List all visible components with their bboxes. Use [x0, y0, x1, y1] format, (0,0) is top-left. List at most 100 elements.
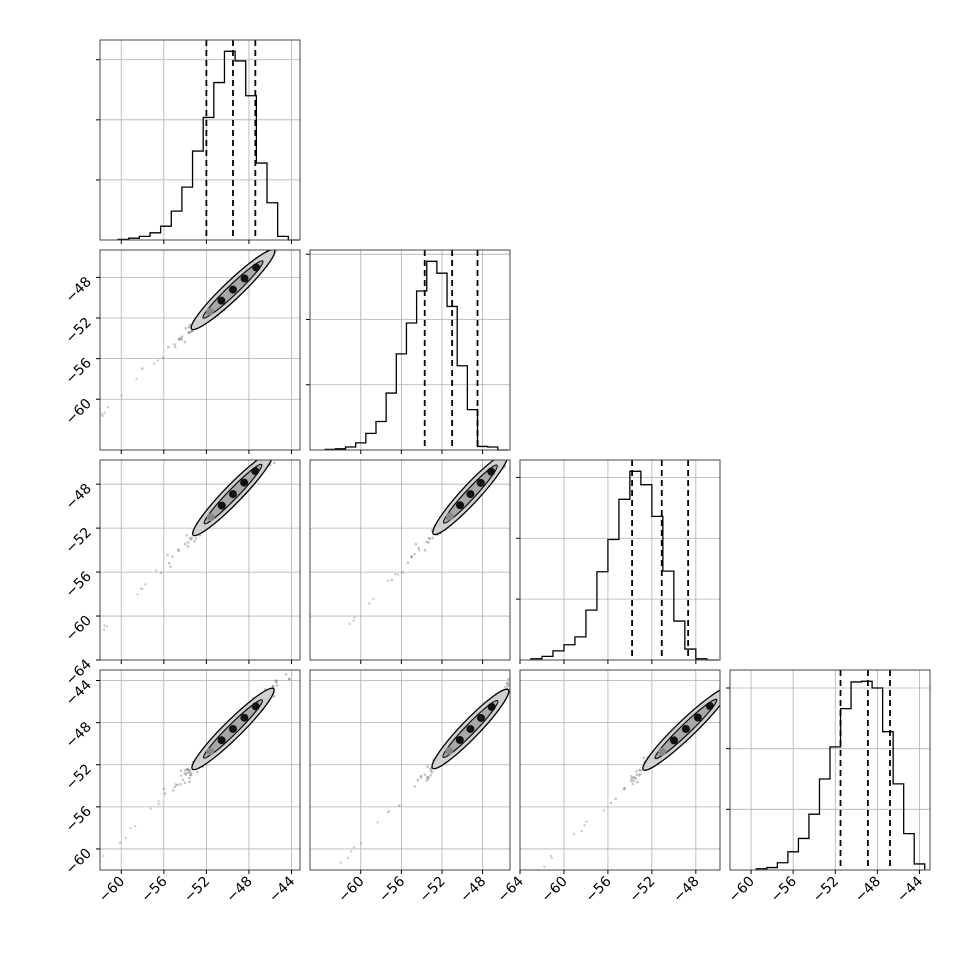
y-tick-label: −56	[63, 355, 95, 387]
scatter-point	[188, 768, 192, 772]
scatter-point	[180, 335, 184, 339]
scatter-point	[185, 768, 189, 771]
scatter-point	[504, 685, 507, 689]
scatter-point	[179, 337, 182, 340]
scatter-point	[161, 356, 165, 360]
density-dot	[228, 490, 237, 499]
density-dot	[477, 713, 486, 722]
y-tick-label: −56	[63, 803, 95, 835]
scatter-layer	[100, 210, 317, 418]
scatter-point	[386, 810, 390, 814]
panel-frame	[99, 39, 301, 241]
scatter-point	[186, 771, 189, 775]
scatter-layer	[102, 411, 317, 631]
scatter-point	[390, 578, 394, 582]
panel-frame	[309, 459, 511, 661]
scatter-point	[583, 824, 586, 827]
scatter-point	[273, 454, 276, 457]
scatter-point	[524, 433, 527, 436]
scatter-point	[188, 770, 191, 774]
scatter-point	[550, 854, 553, 857]
scatter-point	[275, 680, 278, 684]
scatter-point	[265, 455, 268, 458]
scatter-point	[189, 773, 193, 777]
panel-0-0	[96, 39, 301, 244]
scatter-point	[542, 419, 545, 422]
scatter-point	[737, 682, 740, 685]
scatter-point	[314, 210, 317, 213]
scatter-point	[149, 807, 153, 810]
scatter-point	[505, 681, 509, 685]
panel-frame	[729, 669, 931, 871]
density-dot	[466, 724, 475, 733]
scatter-point	[724, 689, 727, 692]
scatter-point	[623, 787, 626, 790]
y-tick-label: −60	[63, 396, 95, 428]
scatter-point	[429, 769, 433, 773]
scatter-point	[193, 539, 196, 543]
scatter-point	[427, 776, 430, 779]
panel-2-1	[309, 419, 545, 664]
scatter-point	[419, 776, 423, 779]
scatter-point	[512, 685, 515, 688]
scatter-point	[176, 783, 179, 787]
scatter-point	[190, 329, 194, 333]
scatter-point	[275, 684, 279, 687]
scatter-point	[387, 579, 390, 583]
x-tick-label: −64	[495, 873, 527, 905]
density-dot	[669, 736, 678, 745]
scatter-point	[372, 597, 375, 601]
scatter-point	[423, 773, 427, 776]
scatter-point	[167, 561, 171, 565]
scatter-point	[349, 850, 353, 853]
scatter-point	[727, 691, 730, 694]
scatter-point	[134, 825, 137, 828]
scatter-point	[637, 774, 641, 777]
scatter-point	[431, 536, 434, 540]
scatter-point	[103, 624, 106, 627]
scatter-point	[277, 247, 280, 250]
scatter-point	[359, 842, 363, 845]
scatter-point	[263, 455, 266, 458]
scatter-point	[169, 565, 172, 568]
scatter-point	[506, 685, 510, 688]
density-dot	[445, 746, 454, 755]
scatter-point	[173, 785, 176, 789]
scatter-point	[727, 690, 730, 693]
scatter-point	[183, 340, 187, 344]
x-tick-label: −48	[224, 874, 256, 906]
scatter-point	[635, 773, 639, 777]
scatter-point	[720, 692, 723, 695]
scatter-layer	[348, 419, 545, 626]
scatter-point	[638, 768, 641, 772]
scatter-point	[731, 682, 734, 685]
scatter-point	[414, 542, 418, 546]
scatter-point	[725, 694, 728, 697]
scatter-point	[642, 756, 646, 760]
x-tick-label: −56	[768, 873, 800, 905]
scatter-point	[639, 769, 642, 772]
scatter-point	[557, 638, 560, 641]
scatter-point	[304, 651, 307, 654]
scatter-point	[508, 453, 511, 456]
scatter-point	[639, 772, 642, 776]
x-tick-label: −52	[626, 874, 658, 906]
x-tick-label: −44	[894, 873, 926, 905]
scatter-point	[314, 411, 317, 414]
scatter-point	[725, 682, 728, 685]
scatter-point	[416, 778, 420, 782]
density-dot	[205, 307, 214, 316]
scatter-point	[429, 767, 432, 771]
scatter-point	[410, 555, 413, 559]
scatter-point	[528, 432, 531, 435]
density-dot	[251, 702, 260, 711]
scatter-point	[505, 682, 509, 686]
scatter-point	[754, 661, 757, 664]
scatter-point	[722, 692, 725, 695]
density-dot	[240, 274, 249, 283]
scatter-point	[274, 679, 277, 682]
scatter-point	[535, 419, 538, 422]
scatter-point	[397, 804, 401, 807]
scatter-point	[634, 777, 638, 780]
scatter-point	[186, 545, 190, 548]
